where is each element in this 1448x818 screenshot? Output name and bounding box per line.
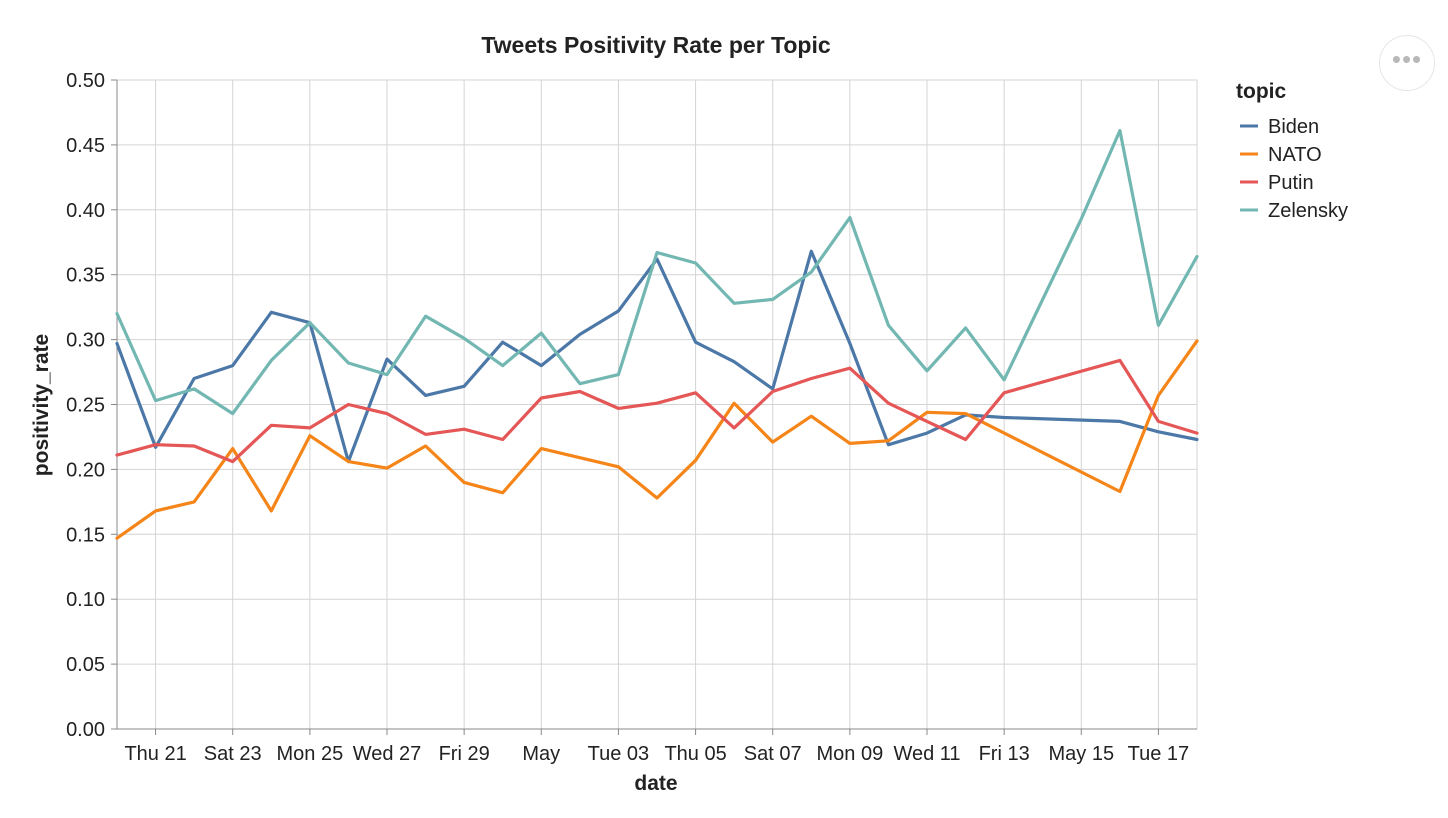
grid — [117, 79, 1198, 730]
x-tick-label: Thu 05 — [664, 743, 726, 765]
x-tick-label: Mon 25 — [276, 743, 343, 765]
x-tick-label: Sat 23 — [204, 743, 262, 765]
legend: topic Biden NATO Putin Zelensky — [1236, 80, 1348, 222]
y-tick-label: 0.50 — [66, 70, 105, 92]
series-line-nato — [115, 339, 1199, 540]
x-tick-label: Thu 21 — [124, 743, 186, 765]
y-tick-label: 0.45 — [66, 135, 105, 157]
x-tick-label: Tue 17 — [1128, 743, 1190, 765]
legend-label-putin: Putin — [1268, 172, 1314, 194]
y-tick-label: 0.30 — [66, 330, 105, 352]
series-line-zelensky — [115, 129, 1199, 416]
x-axis-title: date — [634, 772, 677, 795]
chart-title: Tweets Positivity Rate per Topic — [481, 32, 831, 58]
y-axis-title: positivity_rate — [30, 334, 53, 476]
x-tick-label: Fri 29 — [439, 743, 490, 765]
legend-label-zelensky: Zelensky — [1268, 200, 1348, 222]
x-tick-label: Wed 11 — [893, 743, 960, 765]
y-tick-label: 0.25 — [66, 395, 105, 417]
legend-title: topic — [1236, 80, 1286, 103]
legend-label-nato: NATO — [1268, 144, 1322, 166]
x-tick-label: May — [522, 743, 560, 765]
x-tick-label: Mon 09 — [816, 743, 883, 765]
series-line-biden — [115, 249, 1199, 464]
series-line-putin — [115, 358, 1199, 464]
axes: 0.00 0.05 0.10 0.15 0.20 0.25 0.30 0.35 0.40 0.45… — [66, 70, 1197, 765]
x-tick-label: Tue 03 — [588, 743, 650, 765]
x-tick-label: May 15 — [1048, 743, 1114, 765]
x-tick-label: Sat 07 — [744, 743, 802, 765]
chart-menu-button[interactable]: ••• — [1379, 35, 1435, 91]
series-lines — [115, 129, 1199, 540]
y-tick-label: 0.40 — [66, 200, 105, 222]
x-tick-label: Fri 13 — [979, 743, 1030, 765]
y-tick-label: 0.10 — [66, 589, 105, 611]
y-tick-label: 0.35 — [66, 265, 105, 287]
ellipsis-icon: ••• — [1391, 44, 1423, 74]
y-tick-label: 0.00 — [66, 719, 105, 741]
legend-label-biden: Biden — [1268, 116, 1319, 138]
x-tick-label: Wed 27 — [353, 743, 422, 765]
y-tick-label: 0.05 — [66, 654, 105, 676]
y-tick-label: 0.20 — [66, 459, 105, 481]
y-tick-label: 0.15 — [66, 524, 105, 546]
